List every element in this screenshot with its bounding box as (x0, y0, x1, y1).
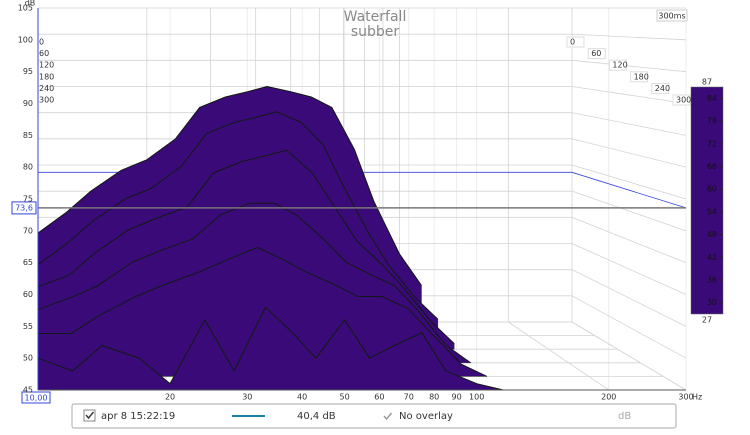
overlay-label: No overlay (399, 411, 453, 422)
x-tick-label: 100 (469, 393, 484, 402)
x-tick-label: 50 (340, 393, 350, 402)
color-tick-label: 60 (707, 185, 717, 194)
y-axis-label: dB (25, 0, 36, 8)
x-axis-label: Hz (692, 393, 702, 402)
y-tick-label: 90 (23, 99, 33, 108)
color-tick-label: 48 (707, 230, 717, 239)
x-tick-label: 300 (678, 393, 693, 402)
side-grid-line (571, 190, 687, 232)
window-box (656, 9, 688, 22)
x-tick-label: 30 (242, 393, 252, 402)
overlay-check[interactable] (383, 412, 393, 421)
side-grid-line (571, 138, 687, 168)
time-tick-box (608, 59, 627, 71)
side-grid-line (571, 59, 687, 73)
slice-line (37, 149, 455, 344)
color-min-label: 27 (702, 316, 712, 325)
side-grid-line (571, 243, 687, 295)
side-grid-line (571, 33, 687, 41)
y-tick-label: 45 (23, 386, 33, 395)
footer-bar (71, 403, 677, 429)
time-tick-label: 180 (634, 72, 649, 81)
y-tick-label: 65 (23, 258, 33, 267)
window-label: 300ms (658, 12, 685, 21)
side-grid-line (571, 269, 687, 327)
color-tick-label: 84 (707, 94, 717, 103)
slice-line (37, 306, 504, 391)
time-tick-box (587, 48, 606, 60)
color-tick-label: 36 (707, 275, 717, 284)
floor-grid-line (571, 321, 687, 391)
checkbox[interactable] (83, 409, 96, 422)
time-tick-label: 120 (39, 61, 54, 70)
slice-line (37, 86, 422, 286)
color-tick-label: 66 (707, 162, 717, 171)
x-tick-label: 70 (404, 393, 414, 402)
unit-label: dB (618, 411, 631, 422)
y-tick-label: 100 (18, 35, 33, 44)
level-readout: 40,4 dB (297, 411, 336, 422)
floor-grid-line (508, 321, 609, 391)
cursor-x-label: 10,00 (25, 394, 48, 403)
x-tick-label: 90 (452, 393, 462, 402)
time-tick-box (651, 82, 670, 94)
chart-title: Waterfall (344, 9, 407, 25)
slice-line (38, 246, 488, 377)
time-tick-label: 240 (655, 84, 670, 93)
y-tick-label: 55 (23, 322, 33, 331)
y-tick-label: 80 (23, 163, 33, 172)
x-tick-label: 200 (601, 393, 616, 402)
side-grid-line (571, 295, 687, 359)
x-tick-label: 80 (429, 393, 439, 402)
side-grid-line (571, 164, 687, 200)
color-tick-label: 42 (707, 253, 717, 262)
chart-subtitle: subber (351, 24, 400, 40)
side-grid-line (571, 216, 687, 264)
time-tick-label: 240 (39, 84, 54, 93)
x-tick-label: 60 (374, 393, 384, 402)
time-tick-box (630, 71, 649, 83)
time-tick-label: 0 (570, 38, 575, 47)
x-tick-label: 20 (165, 393, 175, 402)
time-tick-label: 120 (612, 61, 627, 70)
y-tick-label: 95 (23, 67, 33, 76)
cursor-y-label: 73,6 (15, 203, 33, 212)
color-max-label: 87 (702, 78, 712, 87)
color-tick-label: 72 (707, 139, 717, 148)
measurement-name: apr 8 15:22:19 (101, 411, 175, 422)
color-tick-label: 54 (707, 207, 717, 216)
y-tick-label: 105 (18, 4, 33, 13)
check-mark (85, 411, 95, 420)
y-tick-label: 60 (23, 290, 33, 299)
y-tick-label: 75 (23, 195, 33, 204)
time-tick-label: 60 (591, 49, 601, 58)
slice-line (37, 202, 471, 364)
x-tick-label: 40 (297, 393, 307, 402)
time-tick-box (566, 36, 585, 48)
color-bar (690, 86, 724, 315)
side-grid-line (571, 86, 687, 104)
y-tick-label: 85 (23, 131, 33, 140)
cursor-y-box (11, 201, 37, 215)
color-tick-label: 30 (707, 298, 717, 307)
cursor-x-box (21, 391, 51, 404)
time-tick-label: 300 (676, 96, 691, 105)
y-tick-label: 50 (23, 354, 33, 363)
y-tick-label: 70 (23, 226, 33, 235)
side-grid-line (571, 112, 687, 136)
time-tick-label: 180 (39, 72, 54, 81)
color-tick-label: 78 (707, 117, 717, 126)
time-tick-label: 0 (39, 38, 44, 47)
slice-line (37, 111, 439, 320)
time-tick-label: 60 (39, 49, 49, 58)
time-tick-box (672, 94, 691, 106)
time-tick-label: 300 (39, 96, 54, 105)
